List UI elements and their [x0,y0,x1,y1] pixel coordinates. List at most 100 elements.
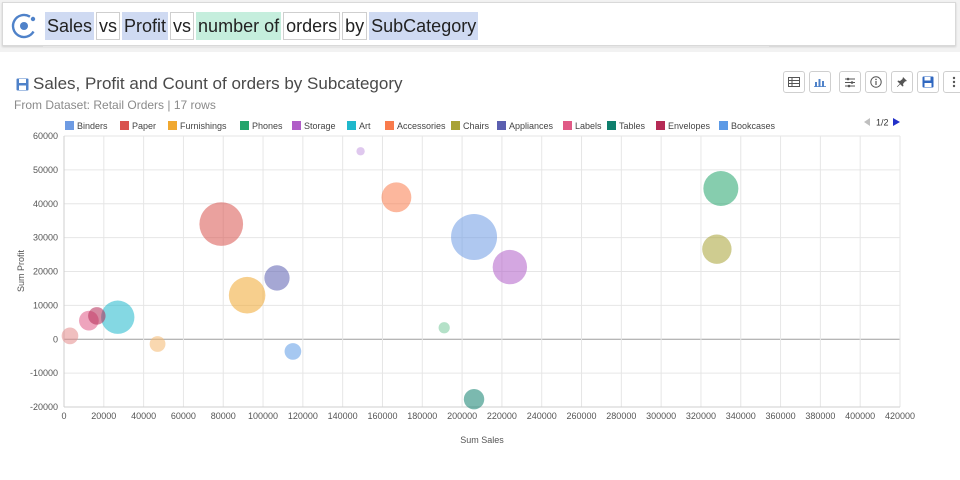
bubble-point[interactable] [284,343,302,360]
legend-label: Storage [304,121,336,131]
legend-pager[interactable]: 1/2 [864,118,900,128]
x-tick-label: 20000 [91,411,116,421]
x-tick-label: 240000 [527,411,557,421]
more-vertical-icon [952,76,956,88]
y-tick-label: 40000 [33,199,58,209]
legend-label: Binders [77,121,108,131]
query-tokens[interactable]: Sales vs Profit vs number of orders by SubCateg… [45,11,479,41]
bubble-point[interactable] [356,147,365,156]
bubble-point[interactable] [703,171,739,207]
legend-label: Phones [252,121,283,131]
legend-swatch [347,121,356,130]
bubble-point[interactable] [228,276,266,314]
legend-label: Bookcases [731,121,776,131]
query-token[interactable]: vs [96,12,121,40]
legend-next-icon[interactable] [893,118,900,126]
x-tick-label: 200000 [447,411,477,421]
save-icon[interactable] [16,78,29,91]
y-tick-label: 10000 [33,300,58,310]
x-tick-label: 0 [61,411,66,421]
x-tick-label: 160000 [367,411,397,421]
y-tick-label: 20000 [33,267,58,277]
legend-item[interactable]: Tables [607,121,646,131]
x-tick-label: 420000 [885,411,915,421]
legend-swatch [563,121,572,130]
legend-item[interactable]: Art [347,121,371,131]
x-tick-label: 80000 [211,411,236,421]
legend-label: Furnishings [180,121,227,131]
x-tick-label: 120000 [288,411,318,421]
query-token[interactable]: by [342,12,368,40]
bubble-point[interactable] [149,336,166,352]
floppy-icon [922,76,934,88]
x-tick-label: 260000 [567,411,597,421]
query-token[interactable]: orders [283,12,341,40]
bubble-point[interactable] [199,202,244,246]
chart-header: Sales, Profit and Count of orders by Sub… [16,74,402,94]
bubble-point[interactable] [101,300,135,334]
table-view-button[interactable] [783,71,805,93]
query-token[interactable]: Profit [122,12,169,40]
more-options-button[interactable] [943,71,960,93]
y-tick-label: 60000 [33,131,58,141]
save-chart-button[interactable] [917,71,939,93]
x-tick-label: 100000 [248,411,278,421]
y-tick-label: 50000 [33,165,58,175]
legend-item[interactable]: Furnishings [168,121,227,131]
x-tick-label: 300000 [646,411,676,421]
chart-view-button[interactable] [809,71,831,93]
legend-item[interactable]: Appliances [497,121,554,131]
legend-prev-icon[interactable] [864,118,870,126]
query-token[interactable]: vs [170,12,195,40]
query-token[interactable]: number of [196,12,282,40]
x-tick-label: 320000 [686,411,716,421]
y-tick-label: -10000 [30,368,58,378]
table-icon [788,77,800,87]
bubble-point[interactable] [61,327,79,345]
bubble-point[interactable] [492,249,528,285]
legend-swatch [292,121,301,130]
legend-item[interactable]: Binders [65,121,108,131]
legend[interactable]: Binders Paper Furnishings Phones Storage Art A… [65,121,776,131]
axes: -20000 -10000 0 10000 20000 30000 40000 50000 60… [30,131,915,421]
legend-item[interactable]: Envelopes [656,121,711,131]
app-logo-icon [11,13,37,39]
bubbles[interactable] [61,147,739,410]
bubble-point[interactable] [702,234,732,264]
x-tick-label: 180000 [407,411,437,421]
legend-swatch [497,121,506,130]
x-tick-label: 340000 [726,411,756,421]
query-token[interactable]: SubCategory [369,12,479,40]
search-box[interactable]: Sales vs Profit vs number of orders by SubCateg… [2,2,956,48]
legend-label: Appliances [509,121,554,131]
legend-item[interactable]: Paper [120,121,156,131]
y-tick-label: 0 [53,334,58,344]
legend-swatch [719,121,728,130]
bubble-point[interactable] [381,182,412,213]
bar-chart-icon [814,79,826,87]
legend-item[interactable]: Storage [292,121,336,131]
settings-button[interactable] [839,71,861,93]
legend-item[interactable]: Phones [240,121,283,131]
dataset-subtitle: From Dataset: Retail Orders | 17 rows [14,98,216,112]
pin-button[interactable] [891,71,913,93]
bubble-point[interactable] [264,265,290,291]
legend-label: Envelopes [668,121,711,131]
x-tick-label: 40000 [131,411,156,421]
legend-item[interactable]: Bookcases [719,121,776,131]
query-bar: Sales vs Profit vs number of orders by SubCateg… [0,0,960,52]
bubble-point[interactable] [463,388,485,410]
bubble-point[interactable] [451,213,498,260]
legend-label: Tables [619,121,646,131]
chart-action-group [839,71,960,93]
info-button[interactable] [865,71,887,93]
legend-item[interactable]: Chairs [451,121,490,131]
y-tick-label: 30000 [33,233,58,243]
legend-item[interactable]: Labels [563,121,602,131]
bubble-point[interactable] [438,322,450,334]
bubble-point[interactable] [88,307,106,325]
legend-item[interactable]: Accessories [385,121,446,131]
legend-swatch [385,121,394,130]
query-token[interactable]: Sales [45,12,95,40]
